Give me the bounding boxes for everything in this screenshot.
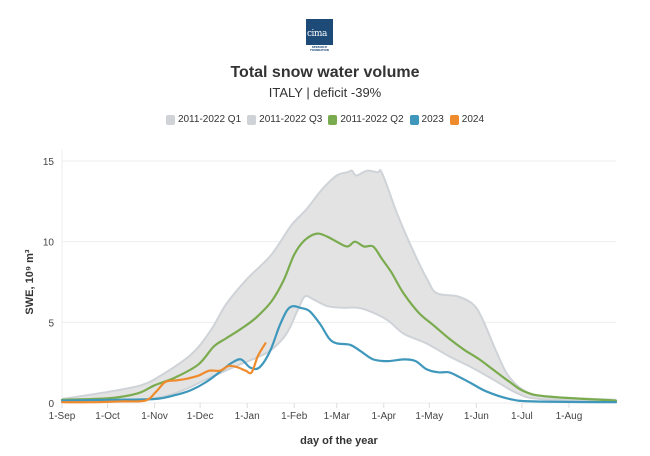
chart-title: Total snow water volume xyxy=(230,64,420,81)
x-tick-label: 1-Jul xyxy=(511,411,533,422)
x-tick-label: 1-Feb xyxy=(281,411,308,422)
x-tick-label: 1-Sep xyxy=(49,411,76,422)
series-lines xyxy=(60,232,618,404)
legend-swatch xyxy=(328,114,338,125)
y-tick-label: 0 xyxy=(48,399,54,410)
x-tick-label: 1-May xyxy=(415,411,443,422)
legend-label: 2024 xyxy=(461,114,485,125)
x-tick-label: 1-Oct xyxy=(95,411,120,422)
y-tick-label: 15 xyxy=(43,157,55,168)
legend-item-2023[interactable]: 2023 xyxy=(409,114,444,125)
legend-item-q3[interactable]: 2011-2022 Q3 xyxy=(247,114,322,125)
quantile-band xyxy=(61,169,617,403)
x-axis: 1-Sep 1-Oct 1-Nov 1-Dec 1-Jan 1-Feb 1-Mar 1-Apr… xyxy=(49,403,583,422)
legend: 2011-2022 Q1 2011-2022 Q3 2011-2022 Q2 2… xyxy=(0,114,650,125)
logo-box xyxy=(306,19,333,45)
legend-item-q2[interactable]: 2011-2022 Q2 xyxy=(328,114,404,125)
logo-text: cima xyxy=(307,29,327,39)
legend-label: 2023 xyxy=(421,114,444,125)
x-axis-title: day of the year xyxy=(300,435,378,447)
series-q3-line xyxy=(61,169,617,401)
x-tick-label: 1-Dec xyxy=(187,411,214,422)
x-tick-label: 1-Nov xyxy=(141,411,168,422)
series-q2-line xyxy=(60,232,618,402)
series-q1-line xyxy=(61,294,617,403)
x-tick-label: 1-Mar xyxy=(324,411,351,422)
x-tick-label: 1-Jan xyxy=(235,411,260,422)
legend-swatch xyxy=(409,114,419,125)
x-tick-label: 1-Apr xyxy=(372,411,397,422)
legend-label: 2011-2022 Q2 xyxy=(340,114,404,125)
y-tick-label: 10 xyxy=(43,238,55,249)
legend-swatch xyxy=(165,114,175,125)
legend-swatch xyxy=(247,114,257,125)
y-tick-label: 5 xyxy=(48,318,54,329)
series-2023-line xyxy=(60,304,618,404)
legend-label: 2011-2022 Q3 xyxy=(259,114,323,125)
y-axis-title: SWE, 10⁹ m³ xyxy=(24,249,36,314)
legend-label: 2011-2022 Q1 xyxy=(177,114,242,125)
x-tick-label: 1-Aug xyxy=(556,411,583,422)
chart-subtitle: ITALY | deficit -39% xyxy=(268,85,382,100)
cima-logo: cima RESEARCH FOUNDATION xyxy=(306,19,333,52)
band-fill xyxy=(62,170,616,402)
x-tick-label: 1-Jun xyxy=(464,411,489,422)
logo-subtext: RESEARCH FOUNDATION xyxy=(310,46,329,52)
y-axis: 0 5 10 15 xyxy=(43,157,55,410)
legend-item-2024[interactable]: 2024 xyxy=(449,114,485,125)
legend-swatch xyxy=(449,114,459,125)
legend-item-q1[interactable]: 2011-2022 Q1 xyxy=(165,114,242,125)
series-2024-line xyxy=(60,342,267,404)
